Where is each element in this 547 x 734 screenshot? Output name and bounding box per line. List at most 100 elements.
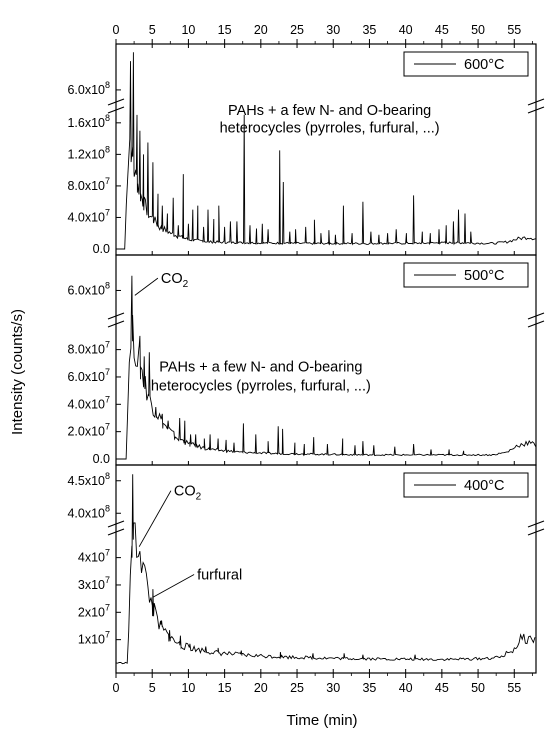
y-tick-label: 1.2x108 [67, 144, 110, 161]
series-line-0 [116, 52, 536, 250]
axis-break-mark [527, 98, 545, 106]
legend-label: 500°C [464, 268, 504, 284]
x-tick-label-top: 50 [471, 23, 485, 37]
y-tick-label: 6.0x108 [67, 80, 110, 97]
y-tick-exponent: 8 [105, 144, 110, 154]
annotation-text: heterocycles (pyrroles, furfural, ...) [151, 379, 371, 395]
x-tick-label-top: 10 [181, 23, 195, 37]
y-tick-exponent: 8 [105, 280, 110, 290]
y-tick-exponent: 7 [105, 176, 110, 186]
y-tick-label: 4.5x108 [67, 471, 110, 488]
annotation-subscript: 2 [196, 492, 202, 503]
y-tick-label: 6.0x108 [67, 280, 110, 297]
x-tick-label-bottom: 30 [326, 681, 340, 695]
axis-break-mark [527, 320, 545, 328]
legend-label: 600°C [464, 57, 504, 73]
annotation-subscript: 2 [183, 279, 189, 290]
x-tick-label-top: 55 [507, 23, 521, 37]
axis-break-mark [107, 528, 125, 536]
y-tick-exponent: 7 [105, 422, 110, 432]
y-tick-exponent: 7 [105, 575, 110, 585]
y-tick-label: 2.0x107 [67, 422, 110, 439]
annotation-leader [152, 574, 195, 598]
x-tick-label-top: 45 [435, 23, 449, 37]
axis-break-gap-right [537, 524, 546, 532]
y-tick-label: 1.6x108 [67, 113, 110, 130]
annotation-text: furfural [197, 567, 242, 583]
x-tick-label-top: 40 [399, 23, 413, 37]
axis-break-mark [107, 106, 125, 114]
y-tick-label: 3x107 [78, 575, 110, 592]
y-tick-label: 6.0x107 [67, 367, 110, 384]
y-tick-label: 2x107 [78, 602, 110, 619]
x-tick-label-top: 0 [113, 23, 120, 37]
x-tick-label-top: 35 [362, 23, 376, 37]
axis-break-mark [107, 320, 125, 328]
y-tick-label: 4.0x108 [67, 503, 110, 520]
y-tick-label: 8.0x107 [67, 176, 110, 193]
panel-1: 6.0x108 0.0 2.0x107 4.0x107 6.0x107 8.0x107 50… [67, 254, 546, 466]
x-tick-label-bottom: 55 [507, 681, 521, 695]
x-tick-label-bottom: 35 [362, 681, 376, 695]
y-tick-label: 0.0 [93, 242, 110, 256]
x-tick-label-bottom: 20 [254, 681, 268, 695]
x-tick-label-top: 30 [326, 23, 340, 37]
y-tick-exponent: 8 [105, 503, 110, 513]
annotation-text: heterocycles (pyrroles, furfural, ...) [220, 120, 440, 136]
annotation-leader [134, 277, 159, 296]
axis-break-gap-left [106, 316, 115, 324]
x-tick-label-top: 20 [254, 23, 268, 37]
x-tick-label-top: 25 [290, 23, 304, 37]
panel-2: 4.0x108 4.5x108 1x107 2x107 3x107 4x107 400°C C… [67, 464, 546, 674]
panel-frame [115, 464, 537, 674]
x-tick-label-bottom: 15 [218, 681, 232, 695]
x-tick-label-bottom: 5 [149, 681, 156, 695]
x-tick-label-bottom: 10 [181, 681, 195, 695]
series-line-2 [116, 474, 536, 665]
y-tick-exponent: 7 [105, 367, 110, 377]
y-tick-exponent: 8 [105, 471, 110, 481]
axis-break-gap-left [106, 102, 115, 110]
axis-break-mark [527, 106, 545, 114]
axis-break-mark [107, 520, 125, 528]
y-tick-label: 0.0 [93, 452, 110, 466]
y-tick-label: 1x107 [78, 630, 110, 647]
x-tick-label-bottom: 0 [113, 681, 120, 695]
y-tick-exponent: 7 [105, 630, 110, 640]
y-tick-exponent: 7 [105, 602, 110, 612]
annotation-text: CO2 [161, 271, 189, 290]
x-tick-label-bottom: 45 [435, 681, 449, 695]
panel-0: 6.0x108 0.0 4.0x107 8.0x107 1.2x108 1.6x108 60… [67, 43, 546, 256]
annotation-text: PAHs + a few N- and O-bearing [228, 103, 431, 119]
y-tick-exponent: 7 [105, 340, 110, 350]
axis-break-mark [527, 520, 545, 528]
axis-break-mark [527, 312, 545, 320]
y-tick-exponent: 7 [105, 207, 110, 217]
x-tick-label-bottom: 50 [471, 681, 485, 695]
axis-break-gap-right [537, 102, 546, 110]
x-tick-label-bottom: 40 [399, 681, 413, 695]
y-tick-exponent: 7 [105, 548, 110, 558]
annotation-text: PAHs + a few N- and O-bearing [159, 359, 362, 375]
y-tick-exponent: 8 [105, 80, 110, 90]
axis-break-gap-left [106, 524, 115, 532]
axis-break-gap-right [537, 316, 546, 324]
series-line-1 [116, 275, 536, 460]
axis-break-mark [107, 312, 125, 320]
x-tick-label-top: 15 [218, 23, 232, 37]
x-axis: 0 5 10 15 20 25 30 35 40 45 50 55 0 5 10 15 20 25 30 35 40 45… [113, 23, 533, 695]
axis-break-mark [107, 98, 125, 106]
annotation-leader [138, 490, 172, 547]
panels: 6.0x108 0.0 4.0x107 8.0x107 1.2x108 1.6x108 60… [67, 43, 546, 674]
y-tick-exponent: 8 [105, 113, 110, 123]
y-tick-label: 4x107 [78, 548, 110, 565]
y-tick-label: 4.0x107 [67, 207, 110, 224]
y-tick-label: 8.0x107 [67, 340, 110, 357]
y-tick-label: 4.0x107 [67, 394, 110, 411]
x-tick-label-bottom: 25 [290, 681, 304, 695]
y-axis-title: Intensity (counts/s) [9, 309, 26, 435]
y-tick-exponent: 7 [105, 394, 110, 404]
annotation-text: CO2 [174, 484, 202, 503]
x-tick-label-top: 5 [149, 23, 156, 37]
